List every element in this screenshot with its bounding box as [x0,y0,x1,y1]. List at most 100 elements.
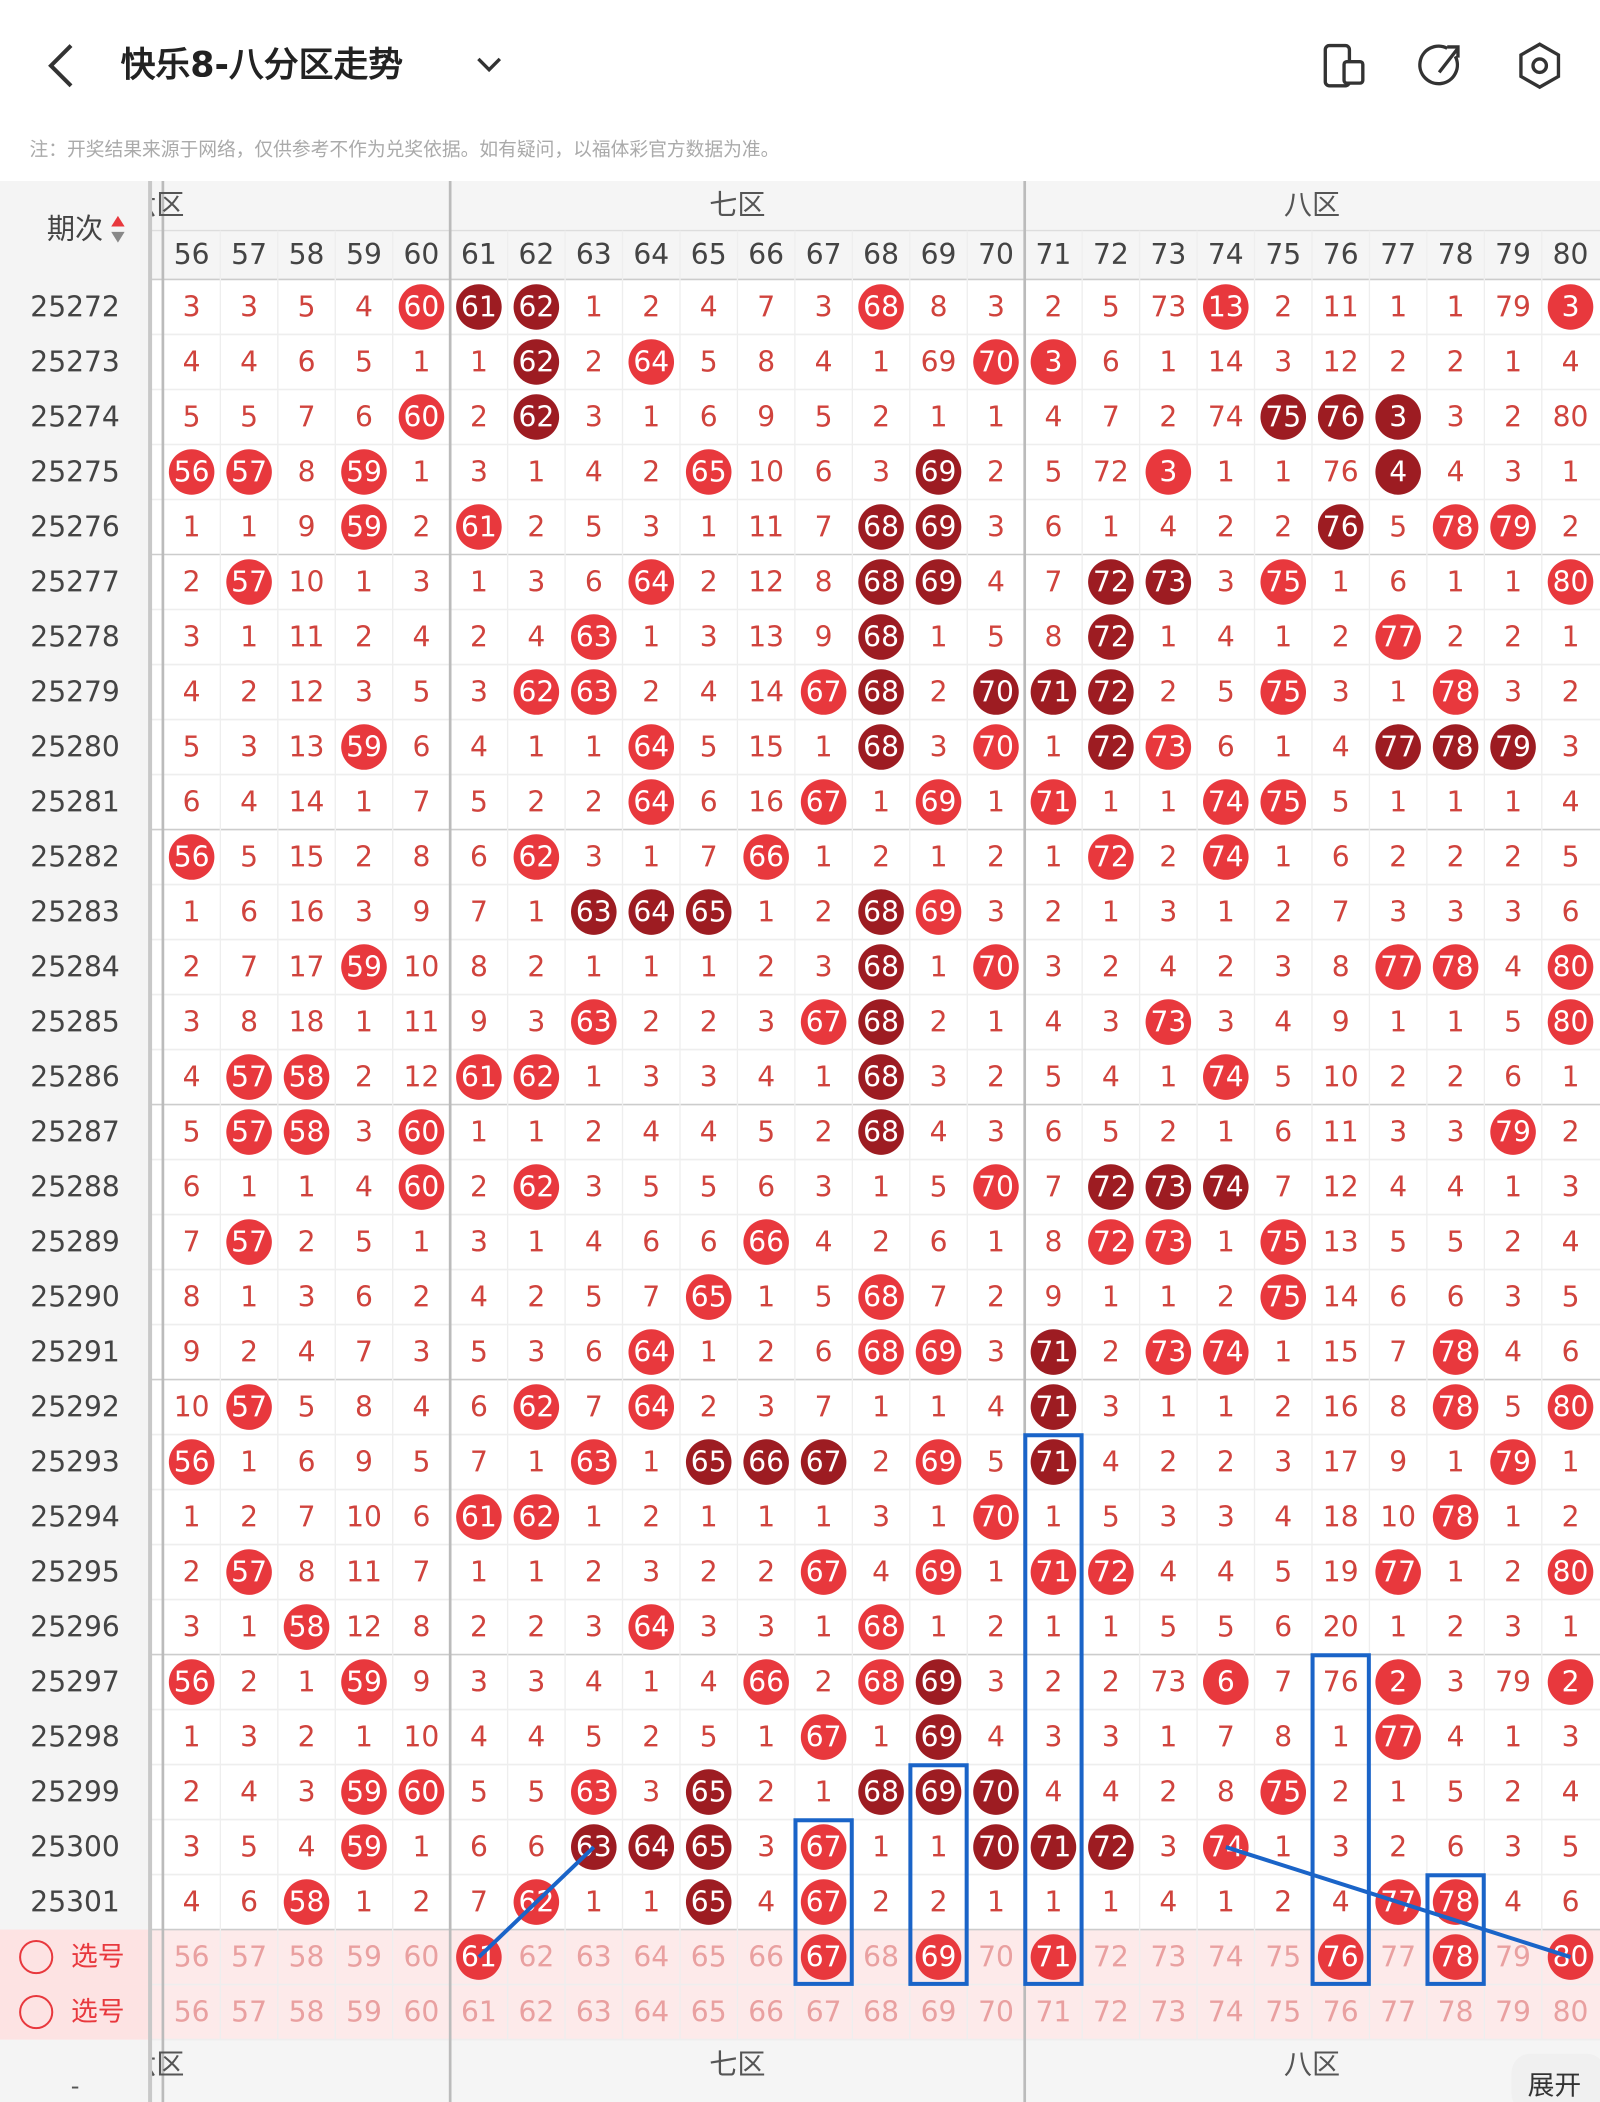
cell-value: 5 [1504,1391,1522,1424]
ball [973,1494,1019,1540]
settings-icon[interactable] [1519,42,1561,90]
cell-value: 3 [240,1721,258,1754]
cell-value: 14 [748,676,784,709]
cell-value: 6 [1102,345,1120,378]
cell-value: 62 [518,345,554,378]
ball [513,1494,560,1540]
column-header: 67 [806,238,842,271]
cell-value: 3 [987,290,1005,323]
cell-value: 66 [748,841,784,874]
cell-value: 5 [240,841,258,874]
dropdown[interactable] [477,57,502,73]
cell-value: 4 [183,676,201,709]
zone-label: 七区 [709,2048,765,2081]
cell-value: 1 [1332,566,1350,599]
cell-value: 10 [404,951,440,984]
cell-value: 1 [355,1886,373,1919]
sort-icon [111,215,125,227]
cell-value: 9 [470,1006,488,1039]
cell-value: 6 [183,786,201,819]
selection-number: 74 [1208,1996,1244,2029]
ball [1490,504,1536,550]
period: 25291 [30,1336,119,1369]
cell-value: 2 [987,1061,1005,1094]
cell-value: 3 [240,290,258,323]
cell-value: 2 [987,1611,1005,1644]
cell-value: 3 [183,1006,201,1039]
selection-number: 79 [1495,1941,1531,1974]
cell-value: 2 [1389,1061,1407,1094]
cell-value: 1 [930,1611,948,1644]
cell-value: 2 [527,786,545,819]
ball [800,779,847,825]
annotation-line [477,1845,596,1959]
cell-value: 8 [1274,1721,1292,1754]
back-button[interactable] [48,44,73,88]
cell-value: 2 [527,1611,545,1644]
cell-value: 3 [1447,400,1465,433]
cell-value: 3 [412,1336,430,1369]
select-radio[interactable] [19,1994,54,2030]
cell-value: 1 [815,1501,833,1534]
selection-number: 60 [404,1996,440,2029]
cell-value: 7 [1332,896,1350,929]
cell-value: 3 [1504,455,1522,488]
selection-number: 68 [863,1996,899,2029]
cell-value: 1 [1159,345,1177,378]
cell-value: 8 [930,290,948,323]
cell-value: 7 [412,786,430,819]
cell-value: 4 [700,676,718,709]
cell-value: 72 [1093,566,1129,599]
cell-value: 3 [183,290,201,323]
cell-value: 4 [240,786,258,819]
ball [341,1769,387,1815]
ball [1317,394,1364,440]
cell-value: 2 [1274,510,1292,543]
cell-value: 4 [1274,1501,1292,1534]
cell-value: 2 [1159,400,1177,433]
cell-value: 3 [1504,896,1522,929]
cell-value: 2 [1274,896,1292,929]
cell-value: 2 [527,510,545,543]
ball [398,1769,445,1815]
cell-value: 5 [585,510,603,543]
ball [973,944,1019,990]
share-icon[interactable] [1418,44,1460,86]
ball [513,1384,560,1430]
cell-value: 4 [1332,731,1350,764]
cell-value: 1 [930,1501,948,1534]
cell-value: 2 [700,1006,718,1039]
period: 25299 [30,1776,119,1809]
cell-value: 1 [700,951,718,984]
cell-value: 79 [1495,1116,1531,1149]
cell-value: 7 [1274,1666,1292,1699]
cell-value: 71 [1036,1391,1072,1424]
cell-value: 7 [815,1391,833,1424]
cell-value: 5 [585,1281,603,1314]
selection-number: 71 [1036,1941,1072,1974]
cell-value: 1 [298,1171,316,1204]
cell-value: 64 [633,1831,669,1864]
cell-value: 4 [1562,1226,1580,1259]
cell-value: 14 [1323,1281,1359,1314]
cell-value: 6 [1389,566,1407,599]
cell-value: 2 [240,1501,258,1534]
ball [1088,614,1134,660]
cell-value: 2 [987,841,1005,874]
cell-value: 1 [642,951,660,984]
cell-value: 2 [355,1061,373,1094]
ball [1088,559,1134,605]
cell-value: 9 [412,896,430,929]
ball [1547,1659,1594,1705]
cell-value: 1 [1217,1886,1235,1919]
expand-button[interactable] [1511,2053,1600,2102]
cell-value: 3 [642,1061,660,1094]
ball [1203,284,1249,330]
cell-value: 12 [1323,345,1359,378]
cell-value: 2 [298,1721,316,1754]
cell-value: 1 [355,566,373,599]
column-header: 57 [231,238,267,271]
select-radio[interactable] [19,1939,54,1975]
cell-value: 68 [863,621,899,654]
